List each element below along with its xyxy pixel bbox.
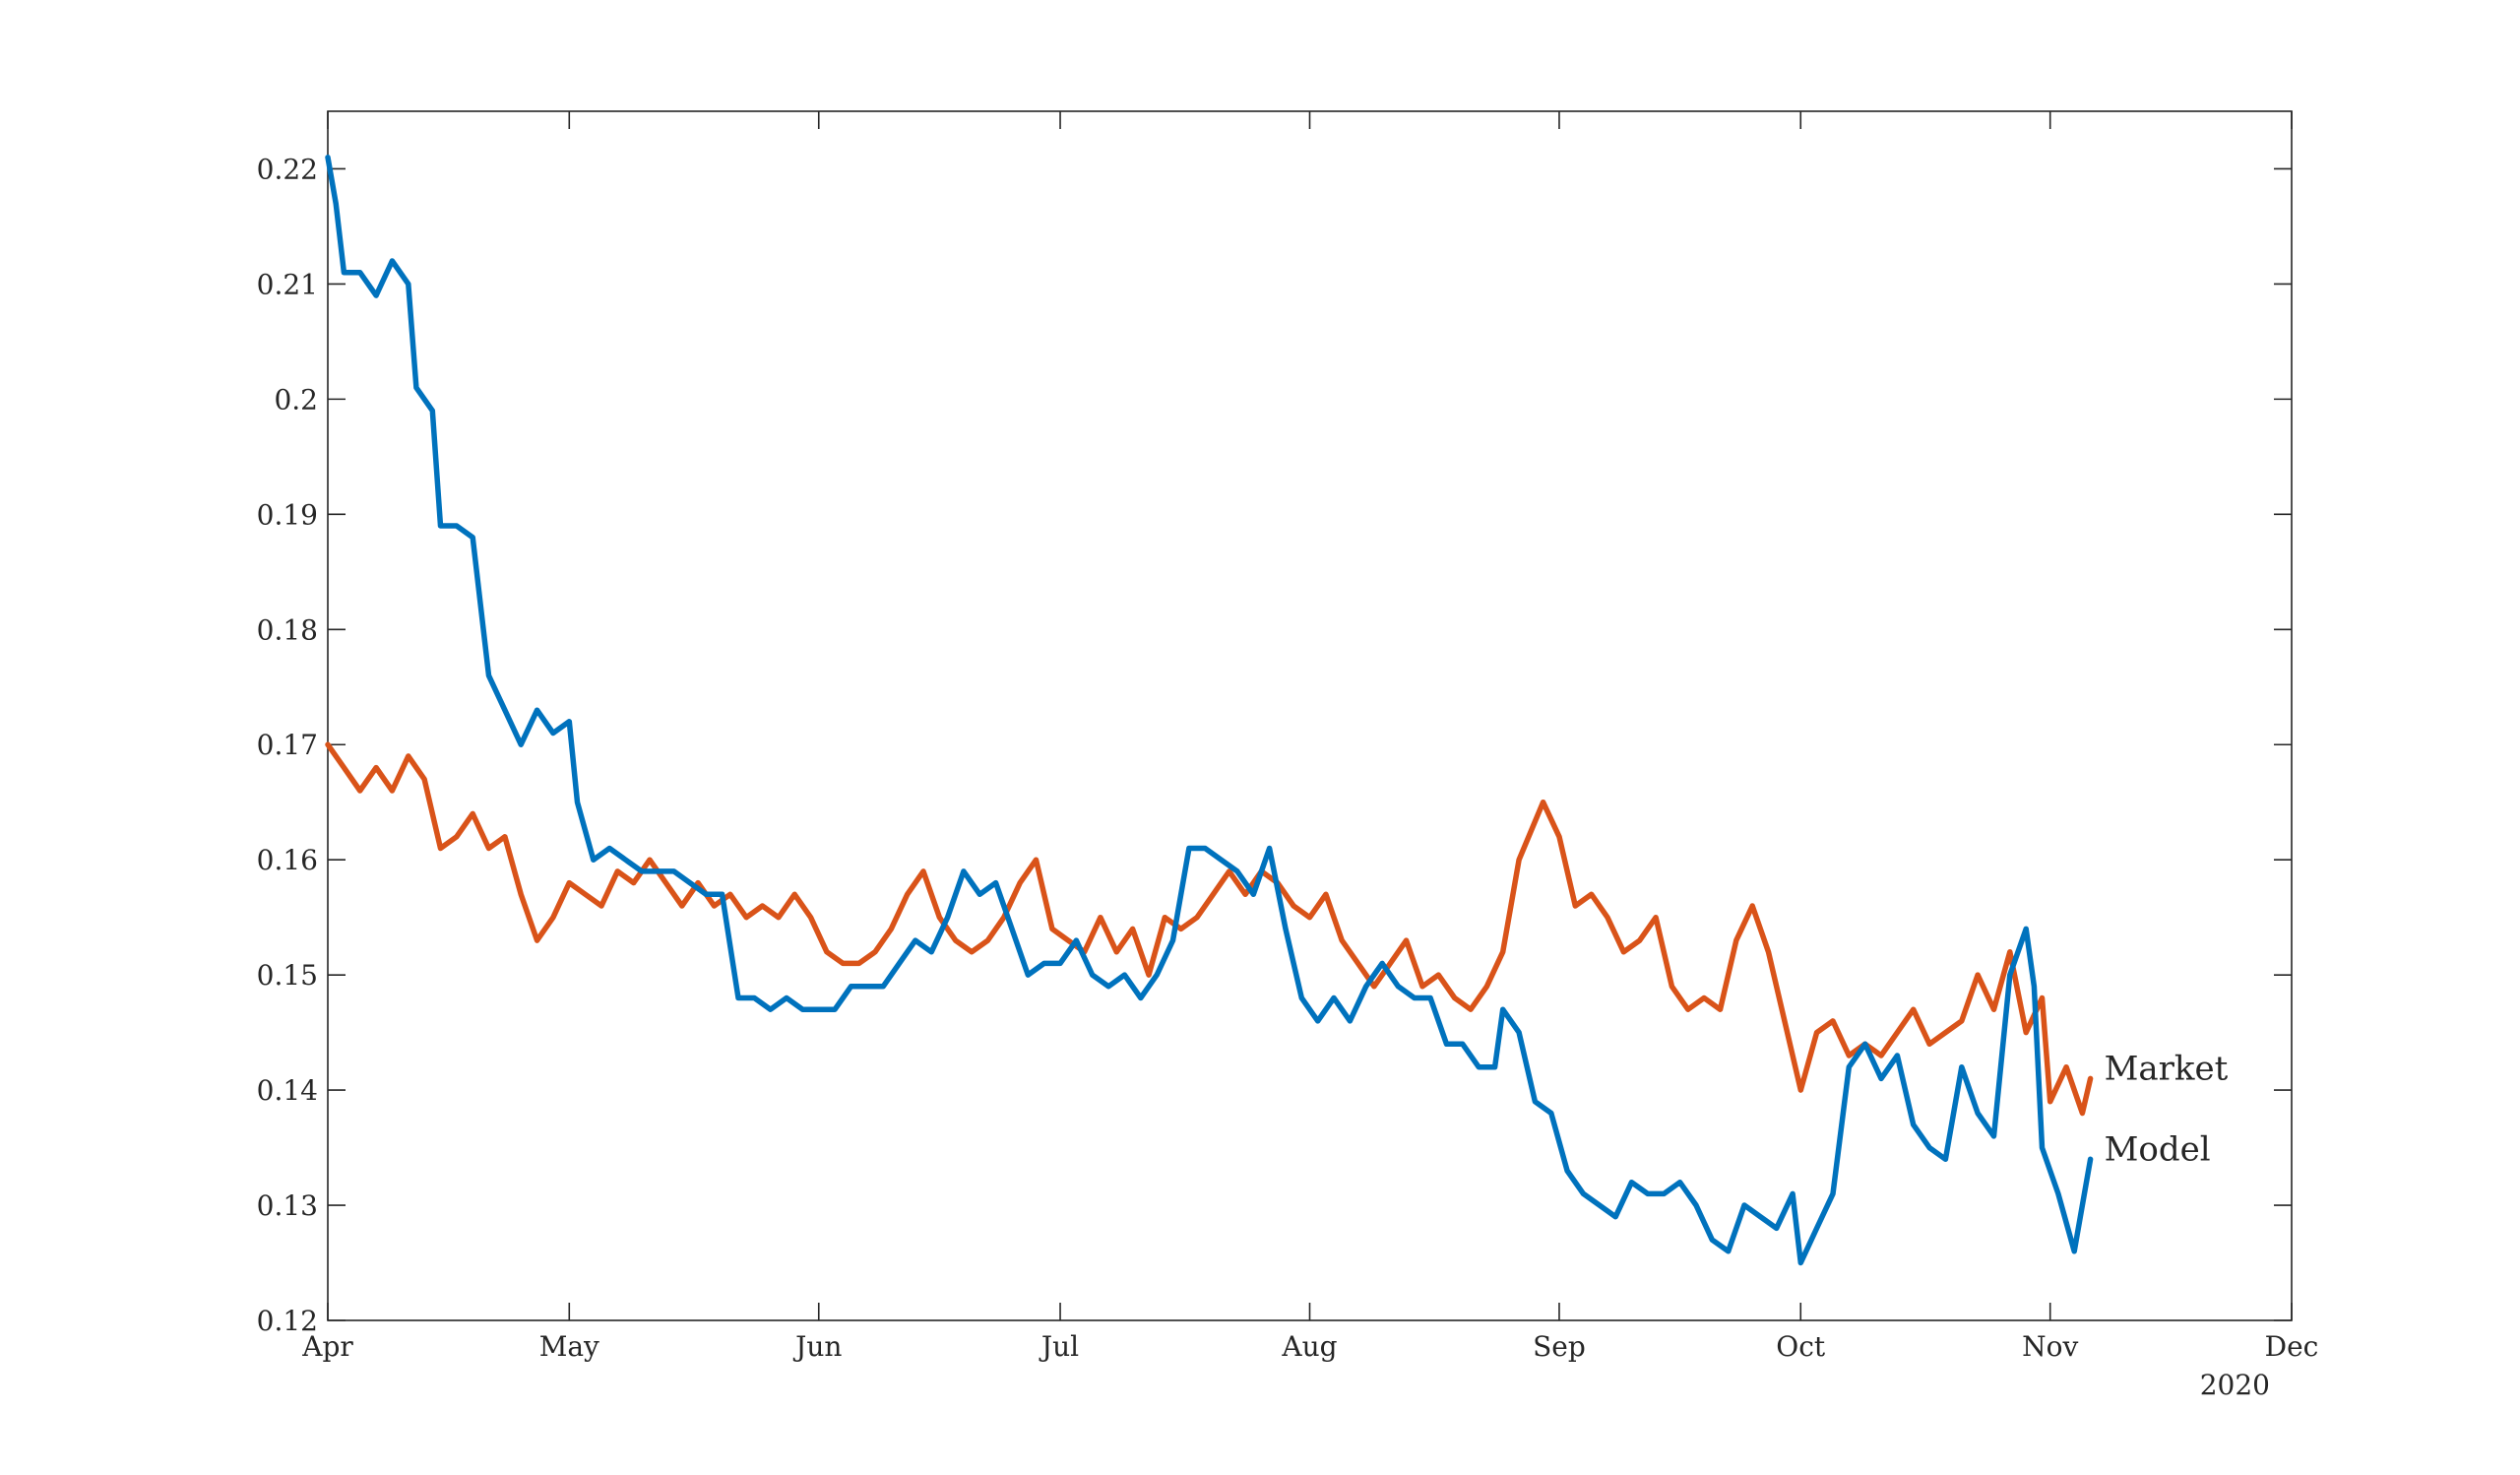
x-tick-label: Jul [1039, 1330, 1079, 1363]
x-tick-label: Aug [1281, 1330, 1337, 1363]
y-tick-label: 0.15 [257, 959, 318, 992]
x-tick-label: Sep [1533, 1330, 1586, 1363]
y-tick-label: 0.18 [257, 613, 318, 646]
x-tick-label: Oct [1776, 1330, 1826, 1363]
x-axis: Apr May Jun Jul Aug Sep Oct Nov Dec [301, 111, 2318, 1363]
x-tick-label: Dec [2265, 1330, 2319, 1363]
y-tick-label: 0.16 [257, 844, 318, 876]
x-tick-label: Nov [2022, 1330, 2078, 1363]
series-label-market: Market [2105, 1049, 2229, 1088]
y-tick-label: 0.2 [274, 383, 318, 416]
y-tick-label: 0.21 [257, 268, 318, 300]
series-labels: Market Model [2105, 1049, 2229, 1169]
series-line-model [325, 155, 2094, 1266]
plot-area [327, 110, 2293, 1321]
y-tick-label: 0.17 [257, 729, 318, 761]
series-label-model: Model [2105, 1129, 2211, 1169]
x-year-label: 2020 [2200, 1369, 2270, 1401]
y-axis: 0.12 0.13 0.14 0.15 0.16 0.17 0.18 0.19 0.2 0.21 0… [257, 153, 2292, 1337]
x-tick-label: Apr [301, 1330, 353, 1363]
x-tick-label: Jun [792, 1330, 842, 1363]
y-tick-label: 0.13 [257, 1189, 318, 1222]
y-tick-label: 0.12 [257, 1305, 318, 1337]
y-tick-label: 0.22 [257, 153, 318, 185]
y-tick-label: 0.19 [257, 498, 318, 531]
series-line-market [325, 741, 2094, 1117]
y-tick-label: 0.14 [257, 1074, 318, 1107]
x-tick-label: May [539, 1330, 599, 1363]
series-lines [325, 155, 2094, 1266]
